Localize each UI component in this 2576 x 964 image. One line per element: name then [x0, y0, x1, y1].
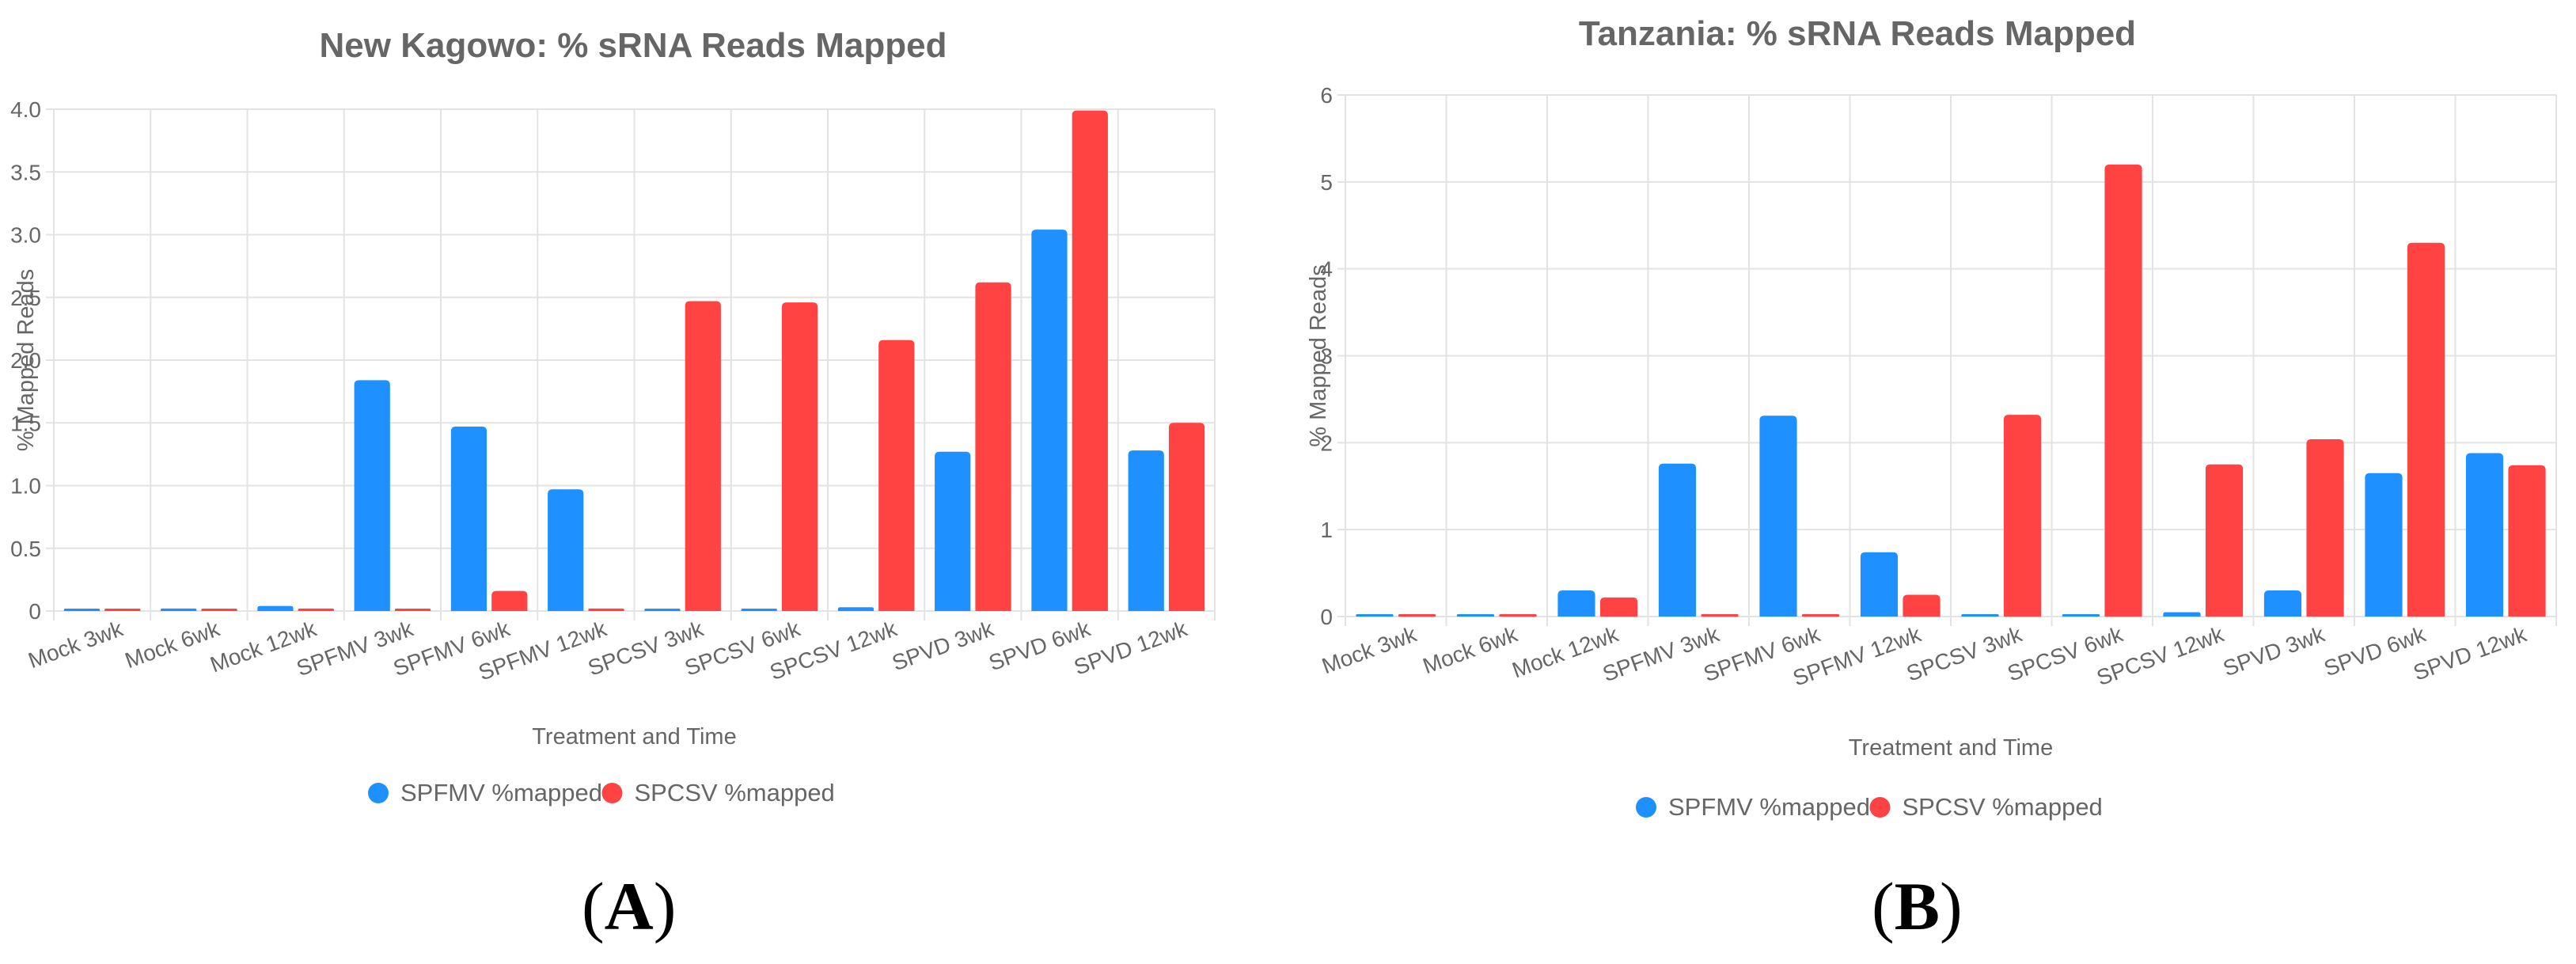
- y-tick-label-0-5: 0.5: [10, 537, 41, 561]
- legend-marker-spcsv-mapped: [601, 783, 623, 803]
- panel-b: Tanzania: % sRNA Reads Mapped 0 1 2 3 4 5 6 Mock…: [1282, 0, 2576, 964]
- x-tick-label-mock-3wk: Mock 3wk: [1318, 621, 1421, 678]
- chart-title: Tanzania: % sRNA Reads Mapped: [1579, 14, 2136, 53]
- y-tick-label-1-0: 1.0: [10, 474, 41, 499]
- bar-spfmv-mapped-spvd-3wk: [2263, 590, 2302, 617]
- y-tick-label-2-5: 2.5: [10, 286, 41, 310]
- bar-spcsv-mapped-mock-3wk: [1398, 614, 1436, 617]
- x-tick-label-spvd-3wk: SPVD 3wk: [2220, 621, 2328, 681]
- legend-label-spcsv-mapped: SPCSV %mapped: [635, 779, 835, 806]
- y-tick-label-1: 1: [1320, 518, 1333, 542]
- panel-label-a: (A): [582, 867, 676, 946]
- x-axis-label: Treatment and Time: [532, 724, 736, 750]
- legend-marker-spcsv-mapped: [1869, 797, 1891, 818]
- bar-spcsv-mapped-spfmv-6wk: [1801, 614, 1840, 617]
- panel-a: New Kagowo: % sRNA Reads Mapped 0 0.5 1.0 1.…: [0, 0, 1282, 964]
- bar-spfmv-mapped-spvd-3wk: [935, 451, 971, 611]
- bar-spfmv-mapped-spvd-6wk: [2365, 473, 2403, 617]
- bar-spfmv-mapped-spfmv-6wk: [450, 427, 488, 611]
- bar-spfmv-mapped-spvd-6wk: [1031, 230, 1068, 611]
- bar-spcsv-mapped-spcsv-12wk: [2205, 464, 2244, 617]
- bar-spcsv-mapped-spvd-6wk: [1072, 110, 1108, 611]
- bar-spcsv-mapped-spvd-6wk: [2407, 242, 2445, 617]
- x-tick-label-spvd-12wk: SPVD 12wk: [1071, 616, 1191, 680]
- bar-spfmv-mapped-spcsv-12wk: [2163, 612, 2201, 617]
- bar-spfmv-mapped-spcsv-6wk: [2062, 614, 2100, 617]
- bar-spcsv-mapped-spcsv-6wk: [781, 302, 818, 611]
- bar-spcsv-mapped-spfmv-3wk: [394, 609, 431, 611]
- legend-label-spfmv-mapped: SPFMV %mapped: [400, 779, 602, 806]
- bar-spcsv-mapped-mock-12wk: [1599, 597, 1638, 617]
- bar-spcsv-mapped-mock-3wk: [104, 609, 141, 611]
- panel-label-b-close: ): [1940, 868, 1963, 944]
- chart-new-kagowo: New Kagowo: % sRNA Reads Mapped 0 0.5 1.0 1.…: [10, 26, 1216, 806]
- y-tick-label-2-0: 2.0: [10, 348, 41, 373]
- panel-label-b: (B): [1872, 867, 1963, 946]
- panel-label-a-letter: A: [604, 868, 654, 944]
- bar-spcsv-mapped-spvd-3wk: [975, 282, 1011, 611]
- bar-spcsv-mapped-mock-12wk: [298, 608, 334, 611]
- legend-marker-spfmv-mapped: [368, 783, 389, 803]
- bar-spcsv-mapped-spfmv-3wk: [1701, 614, 1739, 617]
- bar-spcsv-mapped-spcsv-3wk: [685, 301, 721, 611]
- bar-spcsv-mapped-spcsv-6wk: [2104, 164, 2142, 617]
- panel-label-b-letter: B: [1894, 868, 1941, 944]
- y-tick-label-4: 4: [1320, 257, 1333, 282]
- legend-label-spcsv-mapped: SPCSV %mapped: [1903, 793, 2103, 821]
- legend-label-spfmv-mapped: SPFMV %mapped: [1668, 793, 1870, 821]
- y-tick-label-2: 2: [1320, 431, 1333, 455]
- bar-spfmv-mapped-spfmv-3wk: [1658, 463, 1697, 617]
- panel-label-a-close: ): [653, 868, 677, 944]
- bar-spfmv-mapped-mock-3wk: [63, 609, 101, 611]
- bar-spfmv-mapped-spfmv-3wk: [354, 380, 390, 611]
- y-axis-label: % Mapped Reads: [13, 269, 39, 452]
- bar-spfmv-mapped-spcsv-3wk: [1961, 614, 1999, 617]
- bar-spfmv-mapped-spvd-12wk: [2465, 453, 2504, 617]
- x-tick-label-spvd-12wk: SPVD 12wk: [2410, 621, 2530, 685]
- y-tick-label-1-5: 1.5: [10, 411, 41, 435]
- bar-spcsv-mapped-spcsv-3wk: [2003, 415, 2042, 617]
- y-tick-label-3: 3: [1320, 344, 1333, 369]
- y-tick-label-0: 0: [28, 599, 41, 624]
- y-tick-label-6: 6: [1320, 83, 1333, 108]
- y-axis-label: % Mapped Reads: [1306, 264, 1331, 447]
- y-tick-label-3-5: 3.5: [10, 160, 41, 184]
- bar-spfmv-mapped-mock-6wk: [161, 608, 197, 611]
- bar-spcsv-mapped-spfmv-12wk: [1903, 594, 1941, 617]
- x-axis-label: Treatment and Time: [1849, 735, 2053, 761]
- y-tick-label-3-0: 3.0: [10, 223, 41, 248]
- x-tick-label-mock-6wk: Mock 6wk: [1420, 621, 1522, 678]
- bar-spfmv-mapped-mock-12wk: [1557, 590, 1595, 617]
- bar-spfmv-mapped-spcsv-3wk: [644, 609, 681, 611]
- bar-spfmv-mapped-mock-6wk: [1456, 614, 1495, 617]
- x-tick-label-spvd-3wk: SPVD 3wk: [889, 616, 997, 675]
- chart-tanzania: Tanzania: % sRNA Reads Mapped 0 1 2 3 4 5 6 Mock…: [1306, 14, 2557, 821]
- bar-spcsv-mapped-spfmv-12wk: [588, 608, 624, 611]
- x-tick-label-spcsv-3wk: SPCSV 3wk: [1903, 621, 2026, 686]
- bar-spfmv-mapped-spcsv-12wk: [837, 607, 874, 611]
- panel-label-a-open: (: [582, 868, 605, 944]
- bar-spcsv-mapped-spcsv-12wk: [878, 340, 915, 611]
- bar-spfmv-mapped-spfmv-12wk: [548, 489, 584, 611]
- bar-spfmv-mapped-spfmv-6wk: [1759, 416, 1797, 617]
- bar-spfmv-mapped-spcsv-6wk: [741, 609, 777, 611]
- x-tick-label-mock-6wk: Mock 6wk: [122, 616, 224, 673]
- bar-spfmv-mapped-mock-12wk: [257, 605, 294, 611]
- bar-spcsv-mapped-spfmv-6wk: [491, 590, 528, 611]
- y-tick-label-5: 5: [1320, 170, 1333, 195]
- bar-spcsv-mapped-spvd-12wk: [1168, 423, 1205, 611]
- y-tick-label-4-0: 4.0: [10, 97, 41, 122]
- bar-spfmv-mapped-spfmv-12wk: [1860, 552, 1899, 617]
- x-tick-label-mock-3wk: Mock 3wk: [25, 616, 127, 673]
- bar-spcsv-mapped-mock-6wk: [201, 609, 237, 611]
- bar-spcsv-mapped-spvd-12wk: [2508, 465, 2546, 617]
- bar-spcsv-mapped-mock-6wk: [1499, 614, 1537, 617]
- bar-spfmv-mapped-mock-3wk: [1356, 614, 1394, 617]
- panel-label-b-open: (: [1872, 868, 1895, 944]
- chart-title: New Kagowo: % sRNA Reads Mapped: [320, 26, 947, 65]
- legend-marker-spfmv-mapped: [1636, 797, 1656, 818]
- bar-spcsv-mapped-spvd-3wk: [2306, 438, 2344, 617]
- y-tick-label-0: 0: [1320, 605, 1333, 629]
- bar-spfmv-mapped-spvd-12wk: [1128, 450, 1164, 611]
